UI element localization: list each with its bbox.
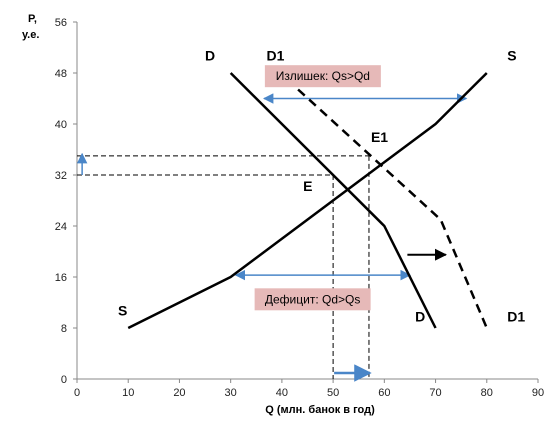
x-tick-label: 60 [378, 387, 390, 399]
curve-label-s: S [507, 47, 516, 63]
x-tick-label: 50 [327, 387, 339, 399]
point-label-e1: E1 [371, 129, 388, 145]
curve-label-d1: D1 [267, 47, 285, 63]
x-tick-label: 30 [225, 387, 237, 399]
curve-d1 [286, 78, 488, 329]
surplus-box-text: Излишек: Qs>Qd [276, 69, 370, 83]
curve-label-d: D [205, 47, 215, 63]
y-axis-label-line1: P, [28, 13, 37, 25]
axes [73, 21, 539, 383]
point-label-e: E [303, 178, 312, 194]
y-tick-label: 16 [55, 272, 67, 284]
curve-label-s: S [118, 302, 127, 318]
curve-label-d: D [415, 309, 425, 325]
surplus-box [264, 65, 381, 88]
y-tick-label: 32 [55, 170, 67, 182]
curve-d [229, 72, 437, 329]
y-tick-label: 24 [55, 221, 67, 233]
x-tick-label: 20 [173, 387, 185, 399]
guide-lines [77, 155, 370, 379]
x-tick-label: 40 [276, 387, 288, 399]
annotation-arrows [76, 93, 468, 382]
x-tick-label: 10 [122, 387, 134, 399]
curves [127, 72, 488, 330]
x-tick-label: 70 [429, 387, 441, 399]
x-tick-label: 0 [74, 387, 80, 399]
curve-label-d1: D1 [507, 309, 525, 325]
x-tick-label: 80 [481, 387, 493, 399]
annotation-boxes: Излишек: Qs>Qd Дефицит: Qd>Qs [254, 65, 381, 311]
curve-s [127, 72, 488, 330]
y-tick-label: 56 [55, 17, 67, 29]
tick-labels: 0 8 16 24 32 40 48 56 0 10 20 30 40 50 60 70 80 90 [55, 17, 544, 399]
x-tick-label: 90 [532, 387, 544, 399]
y-tick-label: 8 [61, 323, 67, 335]
curve-labels: E E1 S S D D D1 D1 [118, 47, 525, 324]
shortage-box-text: Дефицит: Qd>Qs [265, 292, 360, 306]
x-axis-label: Q (млн. банок в год) [265, 404, 375, 416]
y-axis-label-line2: у.е. [22, 29, 39, 41]
shortage-box [254, 288, 371, 311]
y-tick-label: 0 [61, 374, 67, 386]
y-tick-label: 40 [55, 119, 67, 131]
y-tick-label: 48 [55, 68, 67, 80]
